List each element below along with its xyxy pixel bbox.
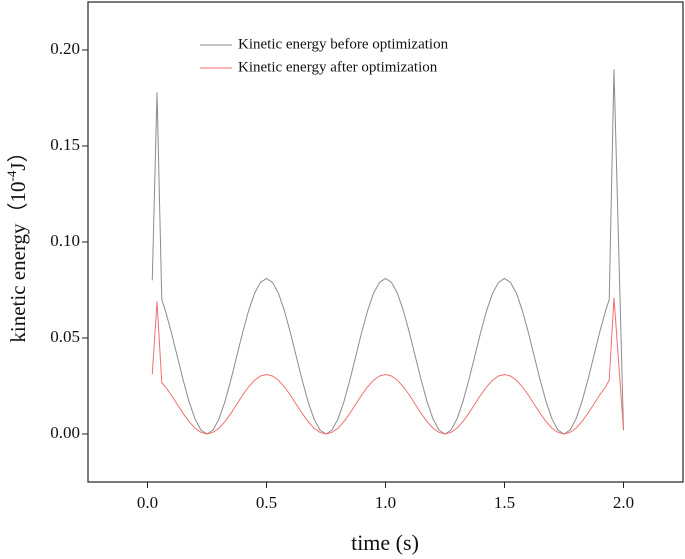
y-tick-label: 0.05 bbox=[50, 327, 80, 346]
y-label-text: kinetic energy（10 bbox=[6, 181, 30, 342]
legend-label: Kinetic energy after optimization bbox=[238, 59, 438, 75]
y-tick-label: 0.10 bbox=[50, 231, 80, 250]
x-tick-label: 0.0 bbox=[137, 493, 158, 512]
y-axis-label: kinetic energy（10-4J） bbox=[4, 141, 30, 342]
y-tick-label: 0.20 bbox=[50, 39, 80, 58]
x-tick-label: 1.5 bbox=[494, 493, 515, 512]
y-label-unit: J） bbox=[6, 141, 30, 170]
y-tick-label: 0.00 bbox=[50, 423, 80, 442]
x-tick-label: 1.0 bbox=[375, 493, 396, 512]
data-line bbox=[151, 69, 624, 435]
legend-label: Kinetic energy before optimization bbox=[238, 36, 449, 52]
x-tick-label: 2.0 bbox=[613, 493, 634, 512]
y-tick-label: 0.15 bbox=[50, 135, 80, 154]
data-line bbox=[151, 297, 624, 435]
x-tick-label: 0.5 bbox=[256, 493, 277, 512]
x-axis-label: time (s) bbox=[351, 530, 419, 555]
y-label-superscript: -4 bbox=[4, 170, 19, 181]
